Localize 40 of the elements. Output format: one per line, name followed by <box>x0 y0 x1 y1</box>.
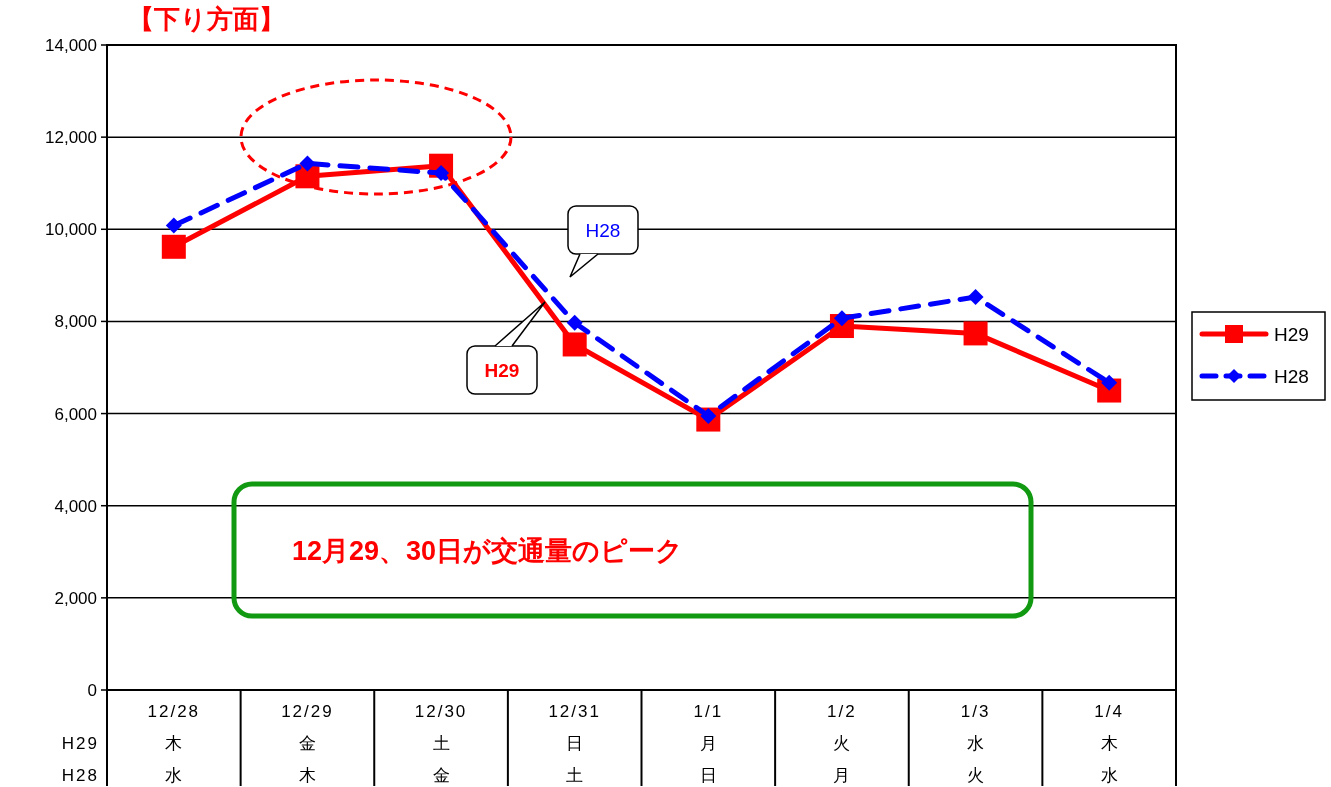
y-tick-label: 2,000 <box>54 588 97 608</box>
text: 金 <box>432 766 450 785</box>
x-tick-label: 12/28 <box>147 702 201 721</box>
text: 火 <box>967 766 985 785</box>
x-tick-label: 1/1 <box>693 702 724 721</box>
y-tick-label: 6,000 <box>54 404 97 424</box>
text: 水 <box>165 766 183 785</box>
text: 木 <box>165 734 183 753</box>
y-tick-label: 10,000 <box>45 220 97 240</box>
annotation: 12月29、30日が交通量のピーク <box>292 536 684 566</box>
text: 金 <box>298 734 316 753</box>
x-tick-label: 12/30 <box>414 702 468 721</box>
y-tick-label: 14,000 <box>45 36 97 55</box>
y-tick-label: 4,000 <box>54 496 97 516</box>
x-tick-label: 1/2 <box>827 702 857 721</box>
text: 木 <box>298 766 316 785</box>
text: H29 <box>61 734 99 753</box>
annotation: H28 <box>585 220 621 241</box>
chart-title: 【下り方面】 <box>128 4 285 34</box>
text: 火 <box>833 734 851 753</box>
y-tick-label: 0 <box>87 681 97 700</box>
text: 日 <box>699 766 717 785</box>
x-tick-label: 12/29 <box>281 702 334 721</box>
text: 木 <box>1100 734 1118 753</box>
text: 土 <box>566 766 584 785</box>
text: 日 <box>566 734 584 753</box>
y-tick-label: 12,000 <box>45 128 97 148</box>
text: 土 <box>432 734 450 753</box>
y-tick-label: 8,000 <box>54 312 97 332</box>
text: 水 <box>967 734 985 753</box>
text: 水 <box>1100 766 1118 785</box>
x-tick-label: 12/31 <box>548 702 601 721</box>
legend-label: H29 <box>1274 324 1309 345</box>
text: 月 <box>699 734 717 753</box>
text: 月 <box>833 766 851 785</box>
annotation: H29 <box>484 360 520 381</box>
x-tick-label: 1/4 <box>1094 702 1125 721</box>
legend-label: H28 <box>1274 366 1309 387</box>
text: H28 <box>61 766 99 785</box>
x-tick-label: 1/3 <box>960 702 991 721</box>
